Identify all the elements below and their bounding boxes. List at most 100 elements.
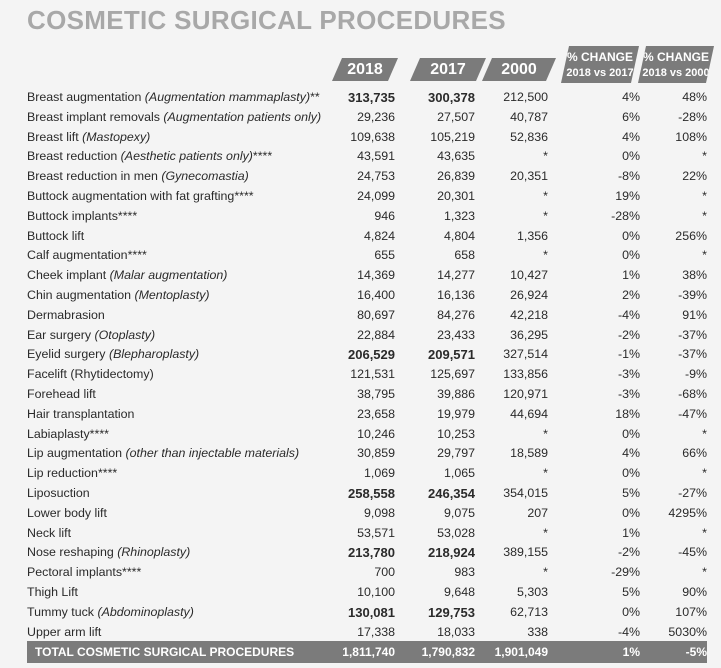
procedure-name: Forehead lift	[27, 385, 96, 405]
procedure-name-text: Buttock implants****	[27, 208, 138, 223]
cell-v2000: 207	[527, 505, 548, 520]
cell-p2: 5030%	[668, 624, 707, 639]
cell-v2017: 26,839	[437, 169, 475, 184]
cell-v2000: 20,351	[510, 169, 548, 184]
cell-p1: -2%	[617, 545, 640, 560]
procedure-name: Breast implant removals (Augmentation pa…	[27, 108, 321, 128]
procedure-name: Dermabrasion	[27, 306, 105, 326]
cell-v2017: 246,354	[428, 485, 475, 501]
cell-p1: 0%	[622, 604, 640, 619]
cell-p2: -28%	[678, 109, 707, 124]
cell-p1: 0%	[622, 426, 640, 441]
procedure-medical-name: (Malar augmentation)	[109, 268, 228, 283]
cell-p1: 6%	[622, 109, 640, 124]
cell-p2: *	[702, 525, 707, 540]
cell-v2000: 389,155	[503, 545, 548, 560]
cell-v2018: 258,558	[348, 485, 395, 501]
procedure-name: Lip reduction****	[27, 464, 117, 484]
cell-p2: *	[702, 208, 707, 223]
cell-p2: -45%	[678, 545, 707, 560]
table-row: Lower body lift 9,098 9,075 207 0% 4295%	[27, 504, 707, 524]
cell-v2018: 53,571	[357, 525, 395, 540]
cell-v2018: 14,369	[357, 268, 395, 283]
procedure-name-text: Thigh Lift	[27, 584, 78, 599]
cell-v2017: 4,804	[443, 228, 475, 243]
cell-v2018: 655	[374, 248, 395, 263]
cell-v2017: 53,028	[437, 525, 475, 540]
cell-v2018: 22,884	[357, 327, 395, 342]
procedure-medical-name: (other than injectable materials)	[125, 446, 300, 461]
procedure-name: Facelift (Rhytidectomy)	[27, 365, 154, 385]
procedure-name: Ear surgery (Otoplasty)	[27, 326, 155, 346]
procedure-medical-name: (Mentoplasty)	[134, 287, 210, 302]
table-row: Tummy tuck (Abdominoplasty) 130,081 129,75…	[27, 603, 707, 623]
cell-p2: 256%	[675, 228, 707, 243]
cell-v2000: 26,924	[510, 287, 548, 302]
cell-p2: -27%	[678, 485, 707, 500]
cell-v2017: 43,635	[437, 149, 475, 164]
cell-v2000: *	[543, 149, 548, 164]
procedure-name: Liposuction	[27, 484, 90, 504]
cell-p1: -29%	[611, 565, 640, 580]
cell-v2000: *	[543, 208, 548, 223]
header-pct-2018-vs-2000: % CHANGE 2018 vs 2000	[638, 46, 714, 83]
procedure-footnote: ****	[252, 149, 273, 164]
table-row: Nose reshaping (Rhinoplasty) 213,780 218,9…	[27, 543, 707, 563]
total-2017: 1,790,832	[421, 645, 475, 659]
header-2000: 2000	[482, 58, 556, 81]
header-pct2-bottom: 2018 vs 2000	[642, 66, 710, 79]
cell-v2000: 42,218	[510, 307, 548, 322]
cell-v2017: 129,753	[428, 604, 475, 620]
cell-p2: 107%	[675, 604, 707, 619]
procedure-name-text: Liposuction	[27, 485, 90, 500]
page-title: COSMETIC SURGICAL PROCEDURES	[27, 5, 506, 35]
cell-v2017: 1,065	[443, 466, 475, 481]
cell-v2018: 946	[374, 208, 395, 223]
cell-p2: 91%	[682, 307, 707, 322]
cell-p1: -1%	[617, 347, 640, 362]
header-2000-label: 2000	[501, 60, 537, 78]
procedure-medical-name: (Otoplasty)	[94, 327, 156, 342]
cell-p2: -37%	[678, 327, 707, 342]
cell-v2000: 18,589	[510, 446, 548, 461]
table-row: Neck lift 53,571 53,028 * 1% *	[27, 524, 707, 544]
cell-p1: 5%	[622, 584, 640, 599]
cell-v2017: 218,924	[428, 545, 475, 561]
table-row: Buttock lift 4,824 4,804 1,356 0% 256%	[27, 227, 707, 247]
total-pct-2017: 1%	[622, 645, 640, 659]
cell-p1: -2%	[617, 327, 640, 342]
procedure-name: Buttock implants****	[27, 207, 137, 227]
cell-p1: 5%	[622, 485, 640, 500]
procedure-name: Upper arm lift	[27, 623, 101, 643]
cell-p1: -8%	[617, 169, 640, 184]
cell-v2017: 125,697	[430, 367, 475, 382]
cell-p2: -47%	[678, 406, 707, 421]
cell-p2: 22%	[682, 169, 707, 184]
cell-p2: 108%	[675, 129, 707, 144]
procedure-name-text: Pectoral implants****	[27, 565, 142, 580]
cell-p2: *	[702, 188, 707, 203]
cell-v2000: *	[543, 248, 548, 263]
cell-p2: 48%	[682, 90, 707, 104]
cell-v2000: 5,303	[516, 584, 548, 599]
cell-v2018: 121,531	[350, 367, 395, 382]
procedure-medical-name: (Abdominoplasty)	[97, 604, 194, 619]
procedure-name: Nose reshaping (Rhinoplasty)	[27, 543, 190, 563]
cell-p1: 1%	[622, 525, 640, 540]
cell-v2017: 19,979	[437, 406, 475, 421]
procedure-name-text: Breast augmentation	[27, 90, 145, 104]
procedure-footnote: **	[310, 90, 320, 104]
cell-v2000: 40,787	[510, 109, 548, 124]
cell-v2017: 1,323	[443, 208, 475, 223]
procedures-table: Breast augmentation (Augmentation mammap…	[27, 88, 707, 642]
cell-v2017: 658	[454, 248, 475, 263]
cell-v2000: 10,427	[510, 268, 548, 283]
header-2018-label: 2018	[347, 60, 383, 78]
cell-v2017: 29,797	[437, 446, 475, 461]
cell-v2000: 62,713	[510, 604, 548, 619]
cell-p2: -9%	[684, 367, 707, 382]
cell-v2018: 30,859	[357, 446, 395, 461]
cell-v2000: 36,295	[510, 327, 548, 342]
cell-p1: 18%	[615, 406, 640, 421]
procedure-name-text: Facelift (Rhytidectomy)	[27, 367, 154, 382]
